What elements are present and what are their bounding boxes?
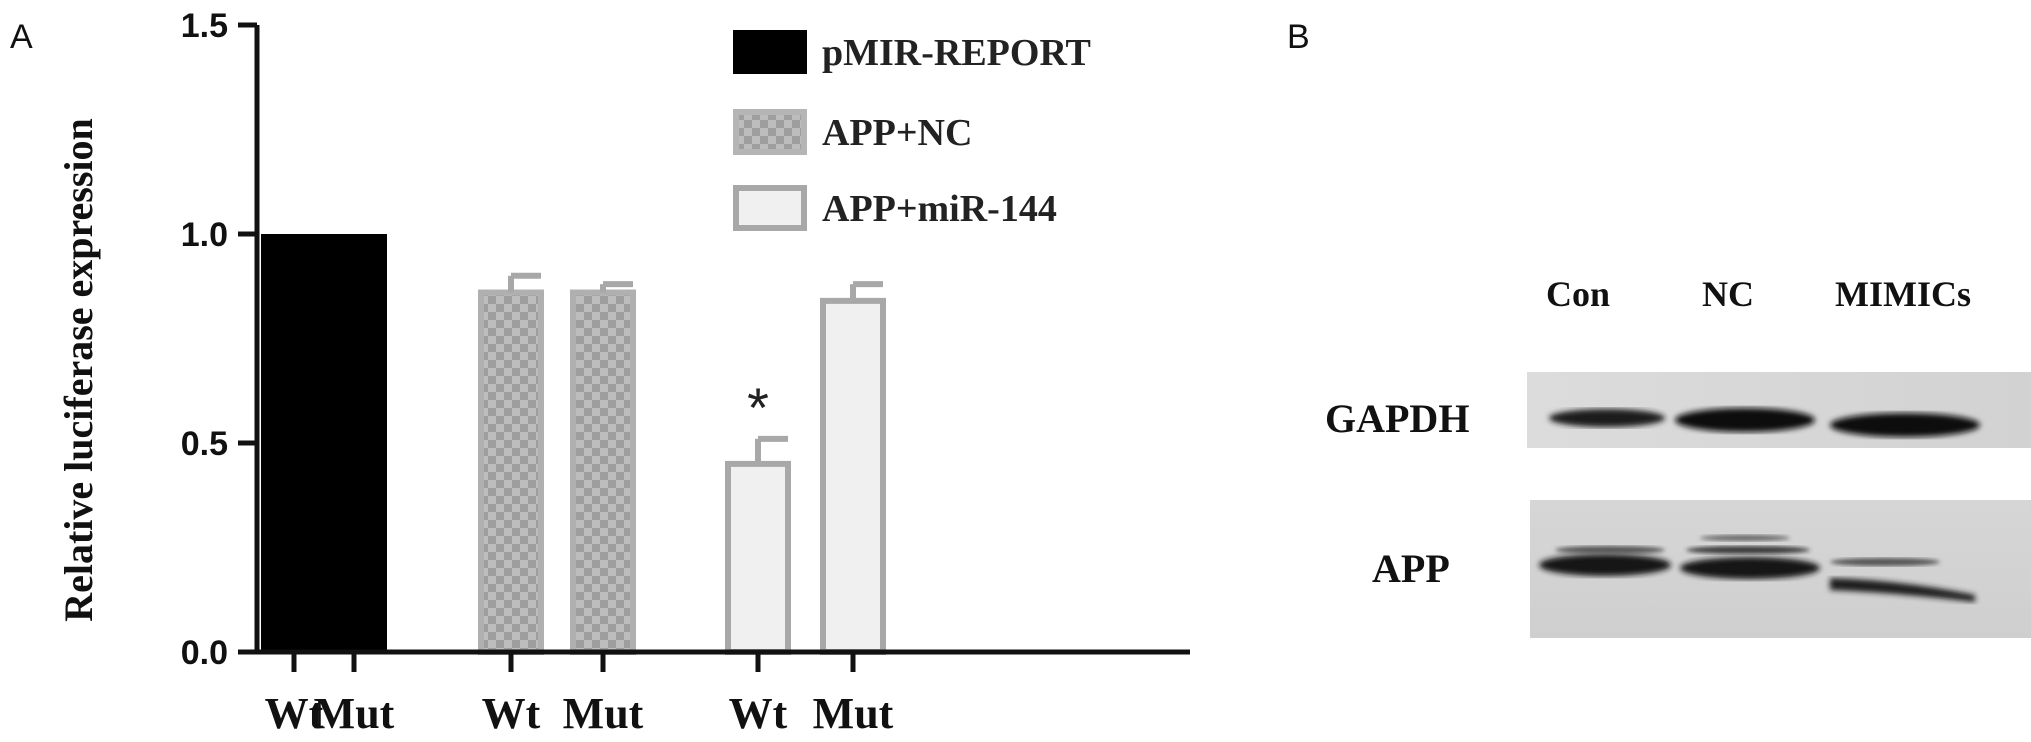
bar	[820, 297, 886, 655]
row-label-gapdh: GAPDH	[1325, 396, 1469, 441]
bar	[321, 234, 387, 652]
y-tick-label: 1.5	[181, 7, 228, 45]
panel-b-label: B	[1287, 18, 1310, 56]
lane-label-con: Con	[1546, 274, 1610, 314]
row-label-app: APP	[1372, 546, 1450, 591]
x-tick-label: Mut	[314, 689, 395, 738]
bar-chart: Relative luciferase expression 0.0 0.5 1.0…	[56, 7, 1190, 738]
legend-swatch	[733, 109, 807, 155]
gapdh-blot-strip	[1527, 372, 2031, 448]
y-ticks: 0.0 0.5 1.0 1.5	[181, 7, 257, 672]
legend-swatch	[733, 30, 807, 74]
bars	[261, 234, 886, 655]
y-tick-label: 0.0	[181, 634, 228, 672]
legend-item: APP+miR-144	[733, 185, 1057, 231]
x-tick-label: Wt	[729, 689, 788, 738]
legend-item: APP+NC	[733, 109, 972, 155]
y-tick-label: 0.5	[181, 425, 228, 463]
y-tick-label: 1.0	[181, 216, 228, 254]
x-tick-label: Wt	[482, 689, 541, 738]
x-ticks	[291, 652, 856, 672]
western-blot: Con NC MIMICs GAPDH APP	[1325, 274, 2031, 638]
lane-label-nc: NC	[1702, 274, 1754, 314]
error-bars: *	[508, 272, 883, 464]
bar	[725, 460, 791, 655]
bar	[478, 289, 544, 655]
app-blot-strip	[1530, 500, 2031, 638]
legend-label: pMIR-REPORT	[822, 32, 1091, 74]
y-axis-label: Relative luciferase expression	[56, 118, 101, 622]
legend: pMIR-REPORT APP+NC APP+miR-144	[733, 30, 1091, 231]
bar	[570, 289, 636, 655]
x-tick-label: Wt	[265, 689, 324, 738]
panel-a-label: A	[10, 18, 33, 56]
significance-marker: *	[747, 376, 769, 439]
lane-label-mimics: MIMICs	[1835, 274, 1971, 314]
x-tick-label: Mut	[563, 689, 644, 738]
legend-item: pMIR-REPORT	[733, 30, 1091, 74]
legend-label: APP+miR-144	[822, 188, 1057, 230]
legend-label: APP+NC	[822, 112, 972, 154]
bar	[261, 234, 327, 652]
legend-swatch	[733, 185, 807, 231]
x-tick-label: Mut	[813, 689, 894, 738]
